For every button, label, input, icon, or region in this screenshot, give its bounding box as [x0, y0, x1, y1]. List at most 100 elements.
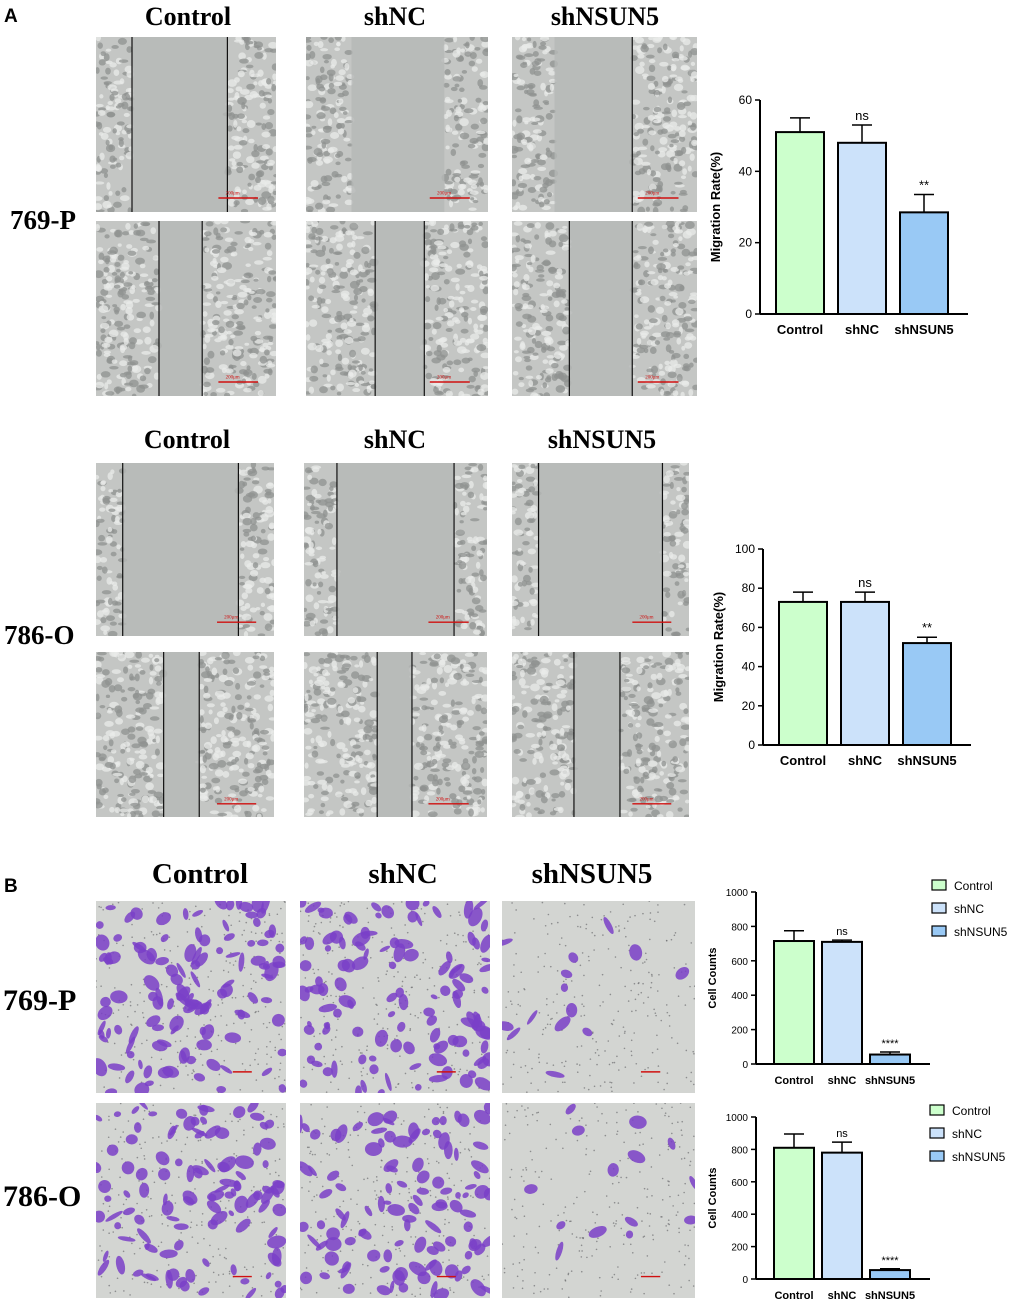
cell-counts-chart-769p: 0 200 400 600 800 1000 Cell Counts Control ns shN…	[700, 870, 1015, 1090]
transwell-image-786-shnc	[300, 1103, 490, 1298]
micrograph-786-shnsun5-0h: 200μm	[512, 463, 689, 636]
col-label-shnsun5-b: shNSUN5	[531, 858, 653, 890]
cell-counts-chart-786o: 0 200 400 600 800 1000 Cell Counts Control ns shN…	[700, 1095, 1015, 1306]
legend-label: shNC	[952, 1127, 982, 1141]
significance-label: ns	[858, 575, 872, 590]
row-label-786o-a: 786-O	[4, 620, 75, 650]
scale-bar-label: 200μm	[436, 798, 450, 803]
transwell-image-769-shnc	[300, 901, 490, 1093]
legend-swatch	[931, 925, 947, 937]
y-tick-label: 600	[731, 1178, 748, 1189]
transwell-image-786-shnsun5	[502, 1103, 695, 1298]
legend-label: shNSUN5	[954, 925, 1008, 939]
legend-swatch	[931, 879, 947, 891]
x-tick-label: Control	[780, 753, 826, 768]
bar-shnsun5	[869, 1053, 911, 1065]
y-axis-label: Cell Counts	[707, 1167, 719, 1228]
bar-control	[773, 940, 815, 1065]
col-label-control-769: Control	[144, 2, 232, 31]
y-tick-label: 60	[742, 620, 756, 634]
micrograph-769-shnsun5-24h: 200μm	[512, 221, 697, 396]
y-tick-label: 1000	[726, 1113, 749, 1124]
bar-shnc	[821, 1151, 863, 1280]
y-tick-label: 40	[742, 660, 756, 674]
y-tick-label: 400	[731, 991, 748, 1002]
y-tick-label: 800	[731, 1145, 748, 1156]
micrograph-786-shnc-0h: 200μm	[304, 463, 487, 636]
legend-label: Control	[954, 879, 993, 893]
legend-swatch	[929, 1150, 945, 1162]
significance-label: ns	[836, 1128, 848, 1140]
x-tick-label: shNSUN5	[894, 322, 953, 337]
bar-shnsun5	[902, 642, 952, 746]
y-axis-label: Migration Rate(%)	[708, 152, 723, 263]
y-tick-label: 0	[742, 1060, 748, 1071]
micrograph-769-control-24h: 200μm	[96, 221, 276, 396]
scale-bar-label: 200μm	[437, 192, 451, 197]
legend-swatch	[929, 1104, 945, 1116]
y-tick-label: 40	[739, 164, 753, 178]
legend-swatch	[929, 1127, 945, 1139]
y-tick-label: 1000	[726, 888, 749, 899]
y-tick-label: 60	[739, 93, 753, 107]
x-tick-label: shNSUN5	[865, 1075, 915, 1087]
significance-label: ****	[881, 1038, 899, 1050]
row-label-769p-a: 769-P	[10, 205, 76, 235]
col-label-shnc-769: shNC	[363, 2, 427, 31]
bar-control	[775, 131, 825, 315]
col-label-shnc-786: shNC	[363, 425, 427, 454]
x-tick-label: Control	[777, 322, 823, 337]
row-label-786o-b: 786-O	[3, 1180, 82, 1213]
transwell-image-769-shnsun5	[502, 901, 695, 1093]
x-tick-label: shNSUN5	[897, 753, 956, 768]
legend-label: Control	[952, 1104, 991, 1118]
transwell-image-786-control	[96, 1103, 286, 1298]
scale-bar-label: 200μm	[226, 376, 240, 381]
y-tick-label: 20	[742, 699, 756, 713]
scale-bar-label: 200μm	[436, 616, 450, 621]
scale-bar-label: 200μm	[639, 798, 653, 803]
micrograph-769-shnc-24h: 200μm	[306, 221, 488, 396]
scale-bar-label: 200μm	[226, 192, 240, 197]
x-tick-label: shNC	[848, 753, 883, 768]
col-label-control-786: Control	[143, 425, 231, 454]
scale-bar-label: 200μm	[645, 376, 659, 381]
col-label-control-b: Control	[151, 858, 249, 890]
significance-label: ns	[855, 108, 869, 123]
y-tick-label: 20	[739, 236, 753, 250]
scale-bar-label: 200μm	[224, 798, 238, 803]
col-label-shnc-b: shNC	[368, 858, 438, 890]
y-tick-label: 0	[748, 738, 755, 752]
x-tick-label: Control	[774, 1075, 813, 1087]
transwell-image-769-control	[96, 901, 286, 1093]
y-tick-label: 600	[731, 957, 748, 968]
x-tick-label: shNC	[828, 1290, 857, 1302]
col-label-shnsun5-769: shNSUN5	[550, 2, 660, 31]
col-label-shnsun5-786: shNSUN5	[547, 425, 657, 454]
y-tick-label: 80	[742, 581, 756, 595]
migration-chart-786o: 0 20 40 60 80 100 Migration Rate(%) Control ns sh…	[705, 530, 1005, 780]
y-tick-label: 0	[742, 1275, 748, 1286]
y-axis-label: Migration Rate(%)	[711, 592, 726, 703]
scale-bar-label: 200μm	[437, 376, 451, 381]
micrograph-786-shnc-24h: 200μm	[304, 652, 487, 817]
legend-label: shNC	[954, 902, 984, 916]
y-axis-label: Cell Counts	[707, 947, 719, 1008]
bar-control	[778, 600, 828, 746]
micrograph-786-control-0h: 200μm	[96, 463, 274, 636]
y-tick-label: 200	[731, 1243, 748, 1254]
x-tick-label: shNC	[828, 1075, 857, 1087]
y-tick-label: 0	[745, 307, 752, 321]
micrograph-786-control-24h: 200μm	[96, 652, 274, 817]
legend-swatch	[931, 902, 947, 914]
micrograph-769-shnsun5-0h: 200μm	[512, 37, 697, 212]
micrograph-786-shnsun5-24h: 200μm	[512, 652, 689, 817]
significance-label: **	[919, 178, 929, 193]
x-tick-label: shNSUN5	[865, 1290, 915, 1302]
scale-bar-label: 200μm	[224, 616, 238, 621]
x-tick-label: shNC	[845, 322, 880, 337]
bar-shnc	[837, 141, 887, 315]
panel-a-letter: A	[4, 6, 18, 27]
y-tick-label: 200	[731, 1026, 748, 1037]
scale-bar-label: 200μm	[639, 616, 653, 621]
